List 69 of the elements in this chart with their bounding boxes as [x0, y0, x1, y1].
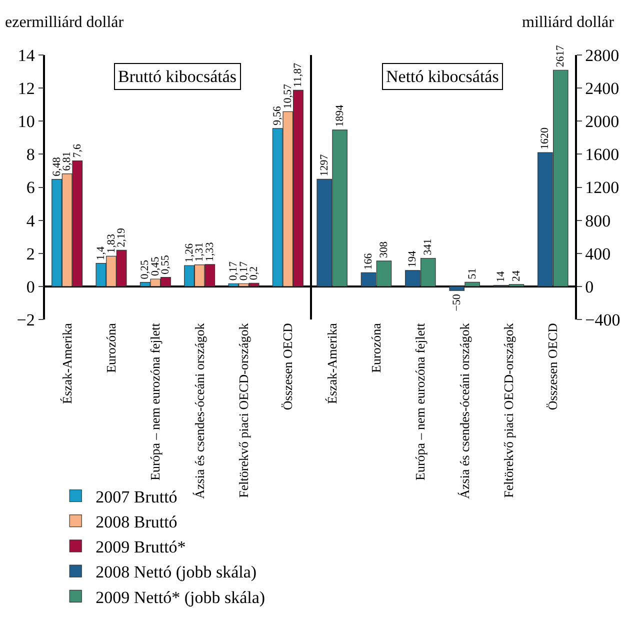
data-label: −50 [450, 294, 463, 312]
y-tick-label: 2800 [585, 46, 620, 65]
x-tick-label: Összesen OECD [280, 323, 296, 410]
y-axis-title: milliárd dollár [522, 14, 615, 31]
data-label: 0,45 [149, 256, 162, 276]
legend-label: 2008 Nettó (jobb skála) [96, 562, 257, 582]
x-tick-label: Európa – nem eurozóna fejlett [148, 322, 163, 480]
data-label: 1,4 [94, 246, 107, 260]
data-label: 2,19 [116, 227, 128, 248]
data-label: 0,2 [248, 266, 260, 280]
data-label: 1297 [318, 154, 330, 176]
data-label: 1,31 [194, 242, 206, 262]
x-tick-label: Eurozóna [103, 322, 118, 373]
y-tick-label: 8 [26, 145, 35, 164]
y-tick-label: 400 [585, 244, 611, 264]
legend-label: 2008 Bruttó [96, 512, 178, 532]
x-tick-label: Európa – nem eurozóna fejlett [412, 322, 428, 480]
x-tick-label: Észak-Amerika [59, 322, 74, 404]
data-label: 0,17 [238, 260, 250, 281]
x-tick-label: Feltörekvő piaci OECD-országok [236, 322, 251, 498]
data-label: 24 [510, 270, 522, 282]
x-tick-label: Ázsia és csendes-óceáni országok [192, 322, 207, 499]
data-label: 0,55 [160, 254, 172, 274]
data-label: 7,6 [71, 144, 84, 158]
data-label: 14 [495, 270, 508, 282]
x-tick-label: Észak-Amerika [324, 322, 340, 404]
legend-label: 2009 Bruttó* [96, 538, 186, 557]
y-tick-label: 14 [18, 46, 36, 65]
y-tick-label: 1200 [585, 178, 620, 198]
legend-label: 2009 Nettó* (jobb skála) [96, 588, 266, 607]
data-label: 341 [422, 238, 434, 256]
y-tick-label: 6 [26, 178, 35, 198]
y-tick-label: 2400 [585, 79, 620, 98]
data-label: 6,48 [50, 156, 63, 176]
data-label: 1620 [539, 127, 552, 150]
data-label: 51 [466, 268, 478, 280]
data-label: 194 [406, 250, 419, 268]
data-label: 166 [362, 252, 375, 270]
data-label: 10,57 [282, 83, 294, 109]
x-tick-label: Ázsia és csendes-óceáni országok [456, 322, 472, 499]
data-label: 0,17 [227, 260, 240, 281]
data-label: 1,83 [105, 233, 118, 254]
x-tick-label: Összesen OECD [545, 323, 560, 410]
y-tick-label: 800 [585, 211, 611, 230]
data-label: 1894 [334, 104, 346, 127]
y-tick-label: 12 [18, 79, 35, 98]
y-tick-label: 10 [18, 112, 35, 132]
y-tick-label: −2 [16, 310, 35, 330]
y-tick-label: 2000 [585, 112, 620, 132]
data-label: 308 [378, 240, 390, 258]
data-label: 2617 [554, 44, 567, 68]
y-tick-label: −400 [585, 310, 620, 330]
y-tick-label: 1600 [585, 145, 620, 164]
y-tick-label: 2 [26, 244, 35, 264]
y-axis-title: ezermilliárd dollár [5, 14, 124, 31]
text: Nettó kibocsátás [386, 67, 499, 86]
y-tick-label: 4 [26, 211, 36, 230]
data-label: 1,33 [204, 242, 216, 262]
data-label: 6,81 [61, 152, 74, 171]
y-tick-label: 0 [26, 277, 35, 296]
data-label: 9,56 [272, 106, 284, 126]
text: Bruttó kibocsátás [118, 67, 237, 86]
x-tick-label: Feltörekvő piaci OECD-országok [500, 322, 516, 498]
x-tick-label: Eurozóna [368, 322, 384, 373]
data-label: 11,87 [292, 62, 304, 88]
legend-label: 2007 Bruttó [96, 487, 178, 506]
y-tick-label: 0 [585, 277, 594, 296]
data-label: 0,25 [139, 260, 152, 280]
data-label: 1,26 [183, 242, 196, 263]
